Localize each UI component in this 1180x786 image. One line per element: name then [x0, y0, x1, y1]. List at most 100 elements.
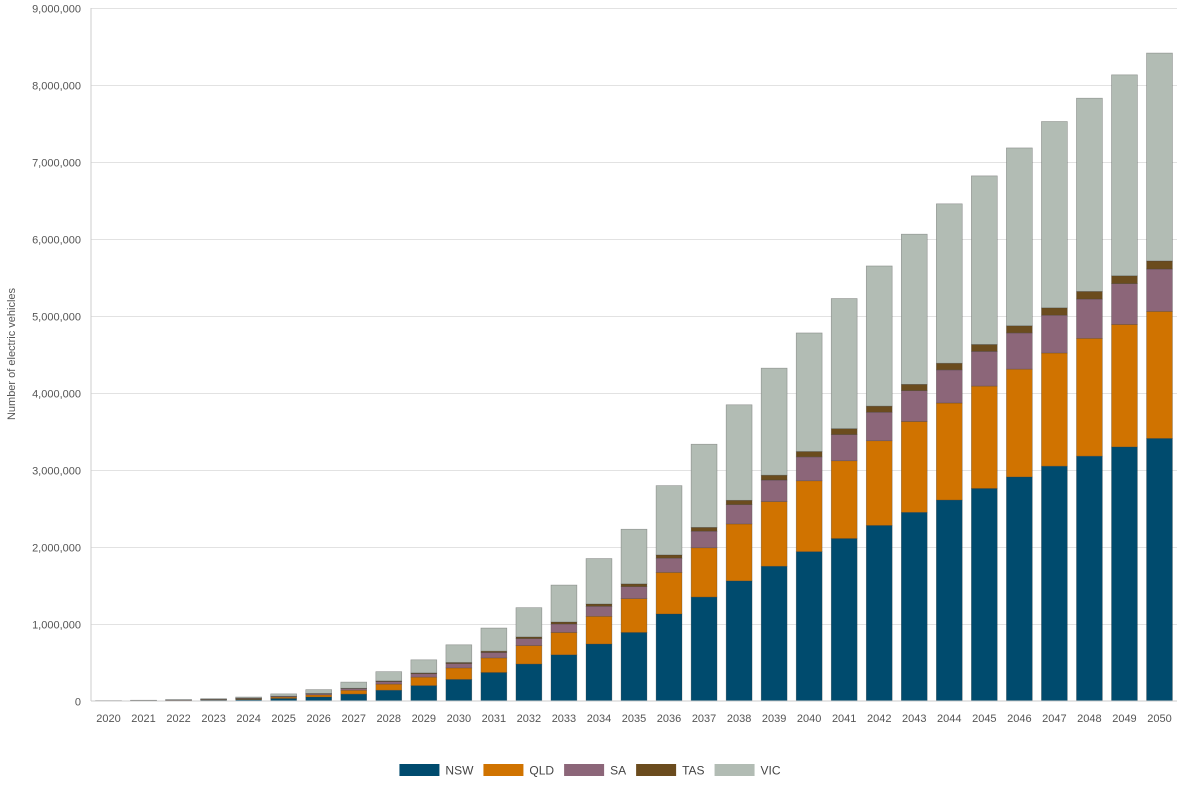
legend-label: NSW [445, 764, 474, 778]
bar-vic-2041 [830, 298, 858, 429]
bar-qld-2030 [445, 667, 473, 680]
bar-tas-2048 [1076, 291, 1103, 300]
bar-qld-2046 [1006, 368, 1033, 478]
bar-sa-2048 [1076, 298, 1103, 339]
bar-stack-2041 [830, 298, 858, 702]
bar-stack-2039 [760, 367, 788, 702]
bar-vic-2031 [480, 627, 508, 652]
bar-sa-2049 [1111, 283, 1138, 325]
y-tick-label: 2,000,000 [32, 543, 81, 555]
x-tick-label: 2030 [447, 713, 471, 725]
bar-nsw-2049 [1111, 446, 1138, 702]
bar-vic-2043 [900, 233, 928, 385]
bar-stack-2034 [585, 558, 613, 702]
bar-sa-2033 [550, 623, 578, 633]
bar-tas-2039 [760, 474, 788, 481]
x-tick-label: 2037 [692, 713, 716, 725]
y-axis-title: Number of electric vehicles [6, 287, 18, 420]
bar-nsw-2032 [515, 663, 543, 702]
bar-vic-2046 [1006, 147, 1033, 327]
bar-vic-2038 [725, 404, 753, 501]
bar-vic-2049 [1111, 74, 1138, 277]
y-tick-label: 0 [75, 697, 81, 709]
legend-swatch [636, 764, 677, 776]
bar-sa-2041 [830, 434, 858, 462]
bar-stack-2042 [865, 265, 893, 702]
bar-sa-2040 [795, 456, 823, 482]
grid-lines [91, 8, 1177, 625]
y-tick-label: 7,000,000 [32, 158, 81, 170]
legend-item-nsw: NSW [399, 764, 474, 778]
legend-swatch [714, 764, 755, 776]
bar-qld-2050 [1146, 311, 1173, 439]
bar-qld-2033 [550, 632, 578, 656]
bar-stack-2030 [445, 644, 473, 702]
bar-stack-2033 [550, 584, 578, 702]
bar-tas-2033 [550, 621, 578, 625]
bar-sa-2039 [760, 479, 788, 502]
x-tick-label: 2046 [1007, 713, 1031, 725]
bar-tas-2036 [655, 554, 683, 559]
bar-vic-2050 [1146, 52, 1173, 262]
bar-tas-2034 [585, 603, 613, 607]
bar-stack-2035 [620, 528, 648, 702]
bar-qld-2036 [655, 572, 683, 615]
bar-qld-2031 [480, 657, 508, 673]
bar-sa-2046 [1006, 332, 1033, 370]
legend-label: VIC [761, 764, 781, 778]
bar-qld-2041 [830, 460, 858, 539]
bar-sa-2035 [620, 586, 648, 599]
x-axis-ticks: 2020 2021 2022 2023 2024 2025 2026 2027 2028 2029… [96, 713, 1171, 725]
bar-nsw-2041 [830, 538, 858, 702]
bar-vic-2040 [795, 332, 823, 452]
bar-vic-2028 [375, 671, 403, 682]
bar-vic-2036 [655, 485, 683, 556]
legend-item-qld: QLD [483, 764, 554, 778]
x-tick-label: 2022 [166, 713, 190, 725]
y-tick-label: 8,000,000 [32, 81, 81, 93]
bar-vic-2026 [305, 689, 332, 694]
x-tick-label: 2028 [377, 713, 401, 725]
bar-sa-2031 [480, 652, 508, 659]
bar-qld-2044 [936, 402, 963, 501]
bar-sa-2028 [375, 681, 403, 685]
bar-stack-2050 [1146, 52, 1173, 702]
bar-qld-2045 [971, 385, 998, 489]
bar-tas-2047 [1041, 307, 1068, 316]
legend-swatch [483, 764, 524, 776]
bar-nsw-2036 [655, 613, 683, 702]
bar-vic-2039 [760, 367, 788, 476]
bar-tas-2041 [830, 428, 858, 435]
bar-stack-2043 [900, 233, 928, 702]
bar-tas-2035 [620, 583, 648, 587]
bar-stack-2027 [340, 681, 368, 702]
y-tick-label: 6,000,000 [32, 235, 81, 247]
bar-sa-2042 [865, 411, 893, 442]
bar-tas-2045 [971, 344, 998, 352]
bar-stack-2026 [305, 689, 332, 702]
x-tick-label: 2033 [552, 713, 576, 725]
bar-stack-2040 [795, 332, 823, 702]
bar-nsw-2038 [725, 580, 753, 702]
x-tick-label: 2047 [1042, 713, 1066, 725]
bar-qld-2034 [585, 615, 613, 645]
y-tick-label: 3,000,000 [32, 466, 81, 478]
bar-sa-2043 [900, 390, 928, 422]
x-tick-label: 2026 [306, 713, 330, 725]
bar-vic-2033 [550, 584, 578, 623]
bar-stack-2048 [1076, 97, 1103, 702]
bar-tas-2050 [1146, 260, 1173, 270]
bar-qld-2026 [305, 694, 332, 698]
x-tick-label: 2045 [972, 713, 996, 725]
bar-vic-2024 [235, 696, 262, 699]
x-tick-label: 2039 [762, 713, 786, 725]
bar-tas-2040 [795, 451, 823, 458]
bar-nsw-2026 [305, 696, 332, 702]
bars-group [95, 52, 1173, 702]
x-tick-label: 2036 [657, 713, 681, 725]
bar-nsw-2040 [795, 551, 823, 702]
x-tick-label: 2042 [867, 713, 891, 725]
bar-tas-2043 [900, 383, 928, 391]
x-tick-label: 2034 [587, 713, 611, 725]
bar-stack-2044 [936, 203, 963, 702]
